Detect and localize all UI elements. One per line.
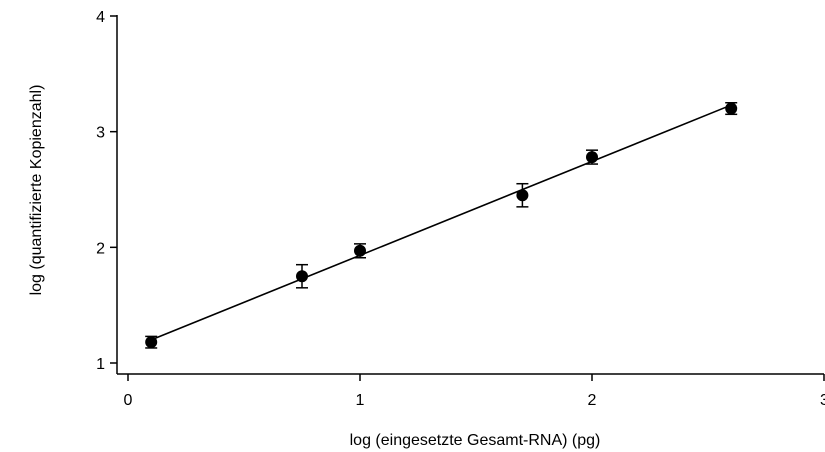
fit-line-group bbox=[150, 104, 732, 341]
x-tick-label-2: 2 bbox=[588, 392, 597, 409]
x-tick-label-1: 1 bbox=[356, 392, 365, 409]
y-ticks: 1 2 3 4 bbox=[96, 9, 117, 373]
data-point-2 bbox=[354, 244, 366, 257]
data-points bbox=[145, 102, 738, 349]
data-point-5 bbox=[725, 102, 738, 115]
y-axis-title: log (quantifizierte Kopienzahl) bbox=[28, 85, 45, 296]
y-tick-label-4: 4 bbox=[96, 9, 105, 26]
y-tick-label-2: 2 bbox=[96, 240, 105, 257]
axes bbox=[116, 15, 824, 375]
data-point-4 bbox=[586, 151, 598, 164]
y-tick-label-3: 3 bbox=[96, 125, 105, 142]
x-tick-label-3: 3 bbox=[820, 392, 825, 409]
error-bars bbox=[145, 102, 738, 349]
data-point-1 bbox=[296, 270, 308, 283]
x-ticks: 0 1 2 3 bbox=[124, 374, 825, 409]
x-tick-label-0: 0 bbox=[124, 392, 133, 409]
x-axis-title: log (eingesetzte Gesamt-RNA) (pg) bbox=[350, 432, 601, 449]
data-point-0 bbox=[145, 336, 158, 349]
regression-line bbox=[150, 104, 732, 341]
y-tick-label-1: 1 bbox=[96, 356, 105, 373]
data-point-3 bbox=[516, 189, 529, 202]
